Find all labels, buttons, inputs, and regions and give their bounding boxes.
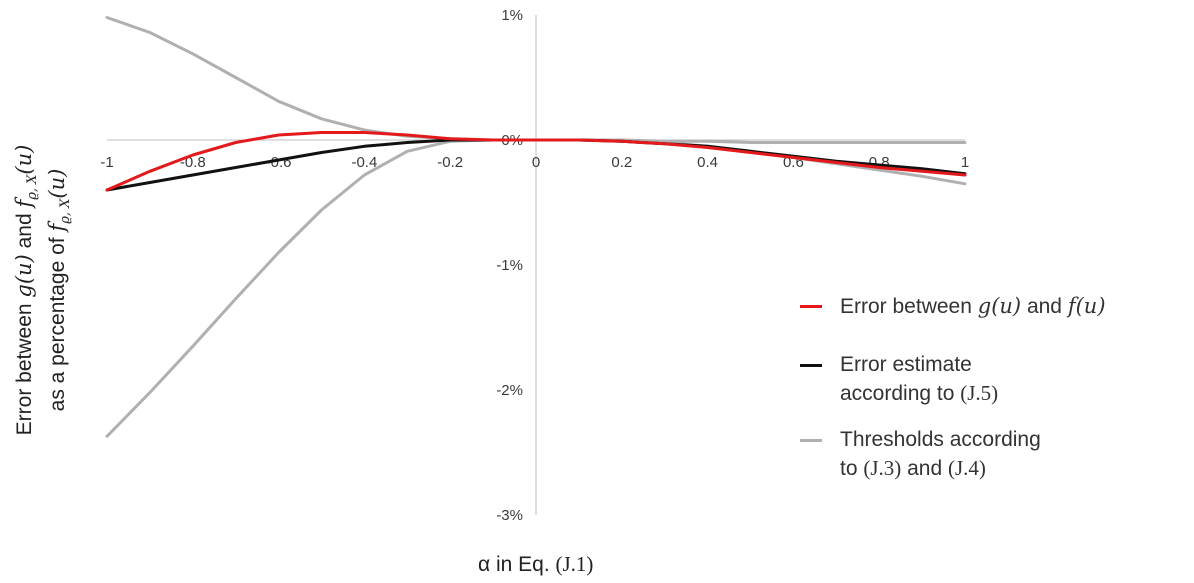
y-tick-label: 1%: [501, 7, 523, 24]
x-tick-label: 1: [961, 154, 969, 171]
legend-swatch-black: [800, 364, 822, 367]
legend: Error between g(u) and f(u) Error estima…: [800, 292, 1190, 501]
x-tick-label: 0: [532, 154, 540, 171]
legend-swatch-red: [800, 305, 822, 308]
x-tick-label: 0.2: [611, 154, 632, 171]
x-axis-label: α in Eq. (J.1): [478, 552, 594, 576]
legend-item-thresholds: Thresholds according to (J.3) and (J.4): [800, 426, 1190, 483]
y-tick-label: -1%: [496, 257, 523, 274]
y-tick-label: -2%: [496, 382, 523, 399]
legend-item-error: Error between g(u) and f(u): [800, 292, 1190, 321]
series-line-0: [105, 131, 967, 192]
legend-item-estimate: Error estimate according to (J.5): [800, 351, 1190, 408]
tick-labels: -1 -0.8 -0.6 -0.4 -0.2 0 0.2 0.4 0.6 0.8 11%0%-1%-…: [100, 7, 969, 524]
x-tick-label: -0.2: [437, 154, 463, 171]
y-axis-label-line1: Error between g(u) and fϱ, X(u): [12, 144, 41, 436]
series-lines: [105, 16, 967, 438]
y-tick-label: -3%: [496, 507, 523, 524]
y-axis-label: Error between g(u) and fϱ, X(u) as a per…: [12, 80, 73, 500]
x-tick-label: 0.4: [697, 154, 718, 171]
x-tick-label: -0.4: [351, 154, 377, 171]
x-tick-label: -1: [100, 154, 113, 171]
y-axis-label-line2: as a percentage of fϱ, X(u): [45, 168, 74, 412]
legend-swatch-gray: [800, 439, 822, 442]
